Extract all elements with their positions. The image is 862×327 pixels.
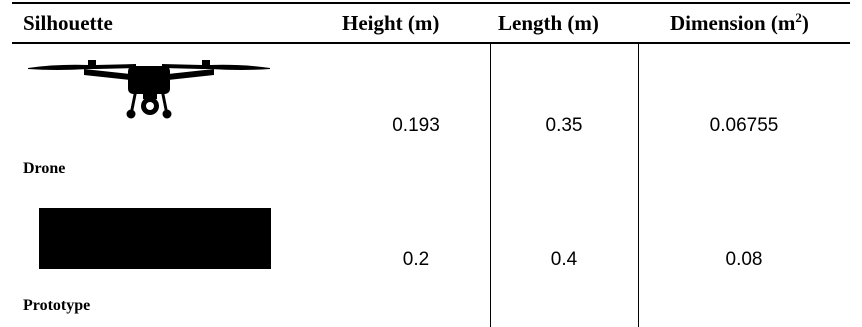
- prototype-dimension-value: 0.08: [725, 249, 763, 270]
- drone-dimension-value: 0.06755: [709, 115, 779, 136]
- prototype-length-value: 0.4: [550, 249, 578, 270]
- table-top-rule: [12, 2, 850, 4]
- prototype-row-label: Prototype: [23, 297, 91, 314]
- header-dimension-superscript: 2: [795, 10, 802, 25]
- header-length: Length (m): [498, 11, 599, 35]
- column-divider-2: [638, 43, 640, 327]
- column-divider-1: [490, 43, 492, 327]
- prototype-rectangle-silhouette: [39, 208, 271, 269]
- prototype-height-value: 0.2: [402, 249, 430, 270]
- comparison-table: Silhouette Height (m) Length (m) Dimensi…: [12, 0, 850, 327]
- header-dimension: Dimension (m2): [670, 8, 850, 38]
- header-silhouette: Silhouette: [23, 11, 113, 35]
- header-dimension-suffix: ): [801, 11, 809, 35]
- header-bottom-rule: [12, 42, 850, 44]
- drone-silhouette-icon: [28, 60, 270, 119]
- drone-height-value: 0.193: [392, 115, 440, 136]
- header-dimension-prefix: Dimension (m: [670, 11, 796, 35]
- header-height: Height (m): [342, 11, 440, 35]
- drone-length-value: 0.35: [545, 115, 583, 136]
- drone-row-label: Drone: [23, 160, 66, 177]
